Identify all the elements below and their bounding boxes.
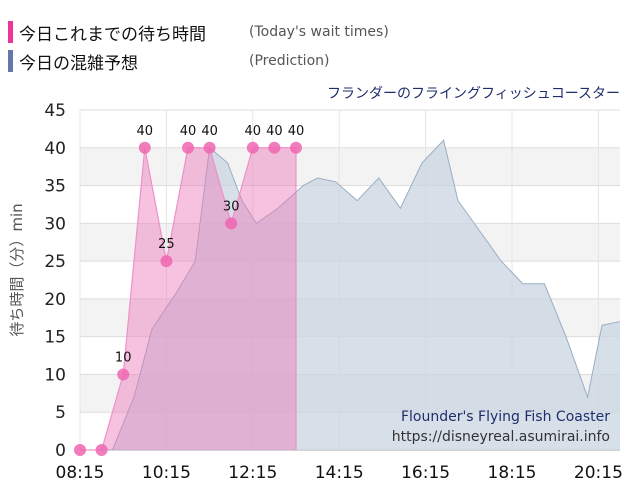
y-axis-label: 待ち時間（分）min [8, 203, 26, 336]
y-tick-label: 45 [44, 101, 66, 121]
legend-sub-prediction: (Prediction) [249, 53, 330, 69]
data-labels: 10 40 25 40 40 30 40 40 40 [115, 124, 304, 366]
x-tick-label: 20:15 [574, 463, 623, 483]
plot-band [80, 110, 620, 148]
x-tick-label: 14:15 [315, 463, 364, 483]
x-tick-label: 10:15 [142, 463, 191, 483]
data-points [74, 141, 302, 456]
series-areas [80, 139, 621, 451]
y-tick-label: 10 [44, 365, 66, 385]
data-label: 25 [158, 237, 175, 252]
data-point [290, 141, 302, 154]
data-point [74, 444, 86, 456]
data-point [246, 141, 259, 154]
today-area [80, 147, 296, 450]
data-point [268, 141, 281, 154]
data-point [160, 255, 173, 268]
y-tick-label: 0 [55, 441, 66, 461]
ride-title: フランダーのフライングフィッシュコースター [327, 86, 620, 102]
y-tick-label: 30 [44, 214, 66, 234]
attribution-name: Flounder's Flying Fish Coaster [401, 409, 610, 425]
plot-band [80, 147, 620, 186]
legend-swatch-prediction [8, 50, 13, 72]
legend-item-today: 今日これまでの待ち時間 (Today's wait times) [8, 18, 389, 46]
legend-label-today: 今日これまでの待ち時間 [19, 24, 206, 45]
data-label: 10 [115, 350, 132, 365]
x-tick-label: 08:15 [56, 463, 105, 483]
legend-label-prediction: 今日の混雑予想 [19, 53, 138, 74]
y-tick-label: 20 [44, 290, 66, 310]
data-point [203, 141, 216, 154]
y-tick-label: 40 [44, 139, 66, 159]
data-point [95, 444, 108, 456]
legend-sub-today: (Today's wait times) [249, 24, 389, 40]
legend-item-prediction: 今日の混雑予想 (Prediction) [8, 47, 329, 75]
data-label: 40 [266, 124, 283, 139]
data-label: 40 [288, 124, 305, 139]
data-point [117, 368, 130, 381]
data-point [182, 141, 194, 154]
data-label: 40 [245, 124, 262, 139]
x-tick-label: 18:15 [488, 463, 537, 483]
y-axis-ticks: 0 5 10 15 20 25 30 35 40 45 [44, 101, 66, 461]
data-label: 40 [137, 124, 154, 139]
x-tick-label: 12:15 [228, 463, 277, 483]
data-label: 40 [180, 124, 197, 139]
y-tick-label: 25 [44, 252, 66, 272]
data-label: 40 [201, 124, 218, 139]
x-tick-label: 16:15 [401, 463, 450, 483]
legend-swatch-today [8, 21, 13, 43]
attribution-url: https://disneyreal.asumirai.info [392, 429, 610, 445]
data-point [225, 217, 238, 230]
prediction-area [80, 140, 620, 450]
x-axis-ticks: 08:15 10:15 12:15 14:15 16:15 18:15 20:15 [56, 463, 623, 483]
data-label: 30 [223, 199, 240, 214]
prediction-line [80, 139, 621, 451]
data-point [138, 141, 151, 154]
y-tick-label: 35 [44, 177, 66, 197]
y-tick-label: 15 [44, 328, 66, 348]
y-tick-label: 5 [55, 403, 66, 423]
